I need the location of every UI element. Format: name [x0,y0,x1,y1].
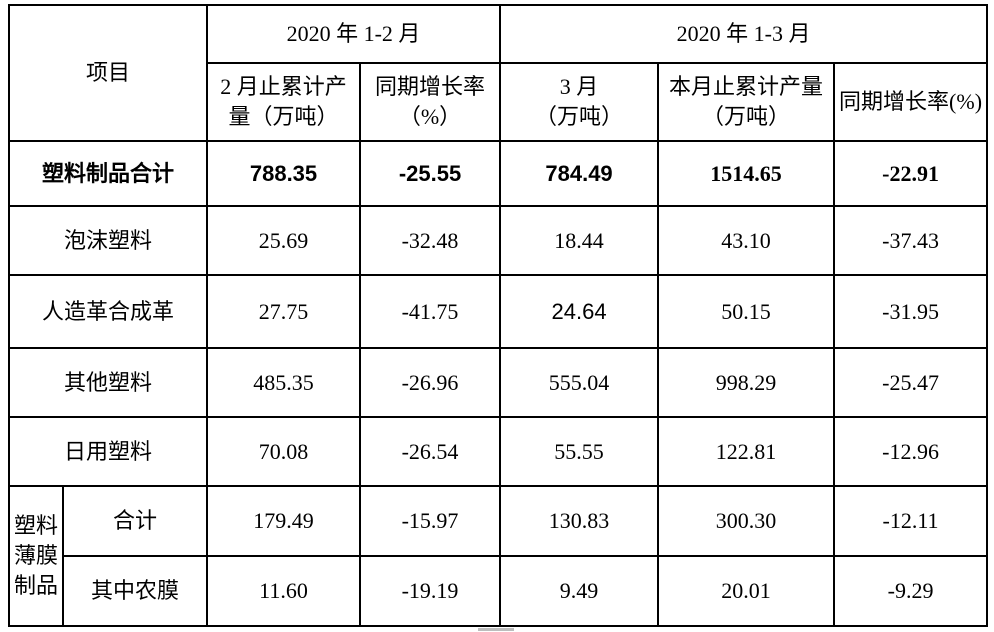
cell-month-cumulative: 43.10 [657,205,836,276]
header-march-output: 3 月 （万吨） [499,62,660,142]
cell-feb-cumulative: 27.75 [206,274,362,349]
cell-feb-cumulative: 25.69 [206,205,362,276]
table-row: 日用塑料 70.08 -26.54 55.55 122.81 -12.96 [7,416,989,487]
cell-yoy-growth-jan-feb: -15.97 [359,485,502,557]
row-label-artificial-leather: 人造革合成革 [7,274,209,349]
header-feb-cumulative-output: 2 月止累计产 量（万吨） [206,62,362,142]
row-label-daily-use-plastics: 日用塑料 [7,416,209,487]
table-row: 泡沫塑料 25.69 -32.48 18.44 43.10 -37.43 [7,205,989,276]
header-item: 项目 [7,4,209,142]
header-period-2020-jan-mar: 2020 年 1-3 月 [499,4,989,64]
cell-feb-cumulative: 70.08 [206,416,362,487]
row-label-foam-plastics: 泡沫塑料 [7,205,209,276]
cell-yoy-growth-jan-mar: -25.47 [833,347,989,418]
header-yoy-growth-jan-feb: 同期增长率 （%） [359,62,502,142]
table-row: 人造革合成革 27.75 -41.75 24.64 50.15 -31.95 [7,274,989,349]
cell-month-cumulative: 998.29 [657,347,836,418]
cell-yoy-growth-jan-feb: -26.96 [359,347,502,418]
cell-yoy-growth-jan-mar: -12.96 [833,416,989,487]
cell-month-cumulative: 300.30 [657,485,836,557]
cell-yoy-growth-jan-mar: -9.29 [833,555,989,627]
cell-yoy-growth-jan-feb: -32.48 [359,205,502,276]
cell-yoy-growth-jan-mar: -37.43 [833,205,989,276]
cell-yoy-growth-jan-feb: -19.19 [359,555,502,627]
row-label-plastics-total: 塑料制品合计 [7,140,209,207]
cell-month-cumulative: 122.81 [657,416,836,487]
cell-yoy-growth-jan-mar: -22.91 [833,140,989,207]
table-row: 塑料制品合计 788.35 -25.55 784.49 1514.65 -22.… [7,140,989,207]
cell-yoy-growth-jan-mar: -12.11 [833,485,989,557]
cell-month-cumulative: 1514.65 [657,140,836,207]
row-group-label-plastic-film: 塑料 薄膜 制品 [8,485,64,627]
table-row: 其中农膜 11.60 -19.19 9.49 20.01 -9.29 [9,555,989,627]
row-label-agricultural-film: 其中农膜 [61,555,209,627]
cell-yoy-growth-jan-feb: -26.54 [359,416,502,487]
cell-march-output: 55.55 [499,416,660,487]
header-month-cumulative-output: 本月止累计产量 （万吨） [657,62,836,142]
row-label-film-subtotal: 合计 [61,485,209,557]
cell-march-output: 555.04 [499,347,660,418]
cell-march-output: 18.44 [499,205,660,276]
cell-feb-cumulative: 179.49 [206,485,362,557]
cell-yoy-growth-jan-feb: -41.75 [359,274,502,349]
cropped-text-fragment [478,628,514,631]
cell-feb-cumulative: 11.60 [206,555,362,627]
cell-feb-cumulative: 485.35 [206,347,362,418]
cell-month-cumulative: 20.01 [657,555,836,627]
cell-march-output: 24.64 [499,274,660,349]
table-row: 其他塑料 485.35 -26.96 555.04 998.29 -25.47 [7,347,989,418]
cell-march-output: 784.49 [499,140,660,207]
cell-march-output: 9.49 [499,555,660,627]
cell-feb-cumulative: 788.35 [206,140,362,207]
header-period-2020-jan-feb: 2020 年 1-2 月 [206,4,502,64]
plastic-products-output-table: 项目 2020 年 1-2 月 2020 年 1-3 月 2 月止累计产 量（万… [7,4,989,627]
cell-yoy-growth-jan-mar: -31.95 [833,274,989,349]
header-yoy-growth-jan-mar: 同期增长率(%) [833,62,989,142]
cell-march-output: 130.83 [499,485,660,557]
cell-yoy-growth-jan-feb: -25.55 [359,140,502,207]
row-label-other-plastics: 其他塑料 [7,347,209,418]
table-row: 塑料 薄膜 制品 合计 179.49 -15.97 130.83 300.30 … [8,485,989,627]
cell-month-cumulative: 50.15 [657,274,836,349]
